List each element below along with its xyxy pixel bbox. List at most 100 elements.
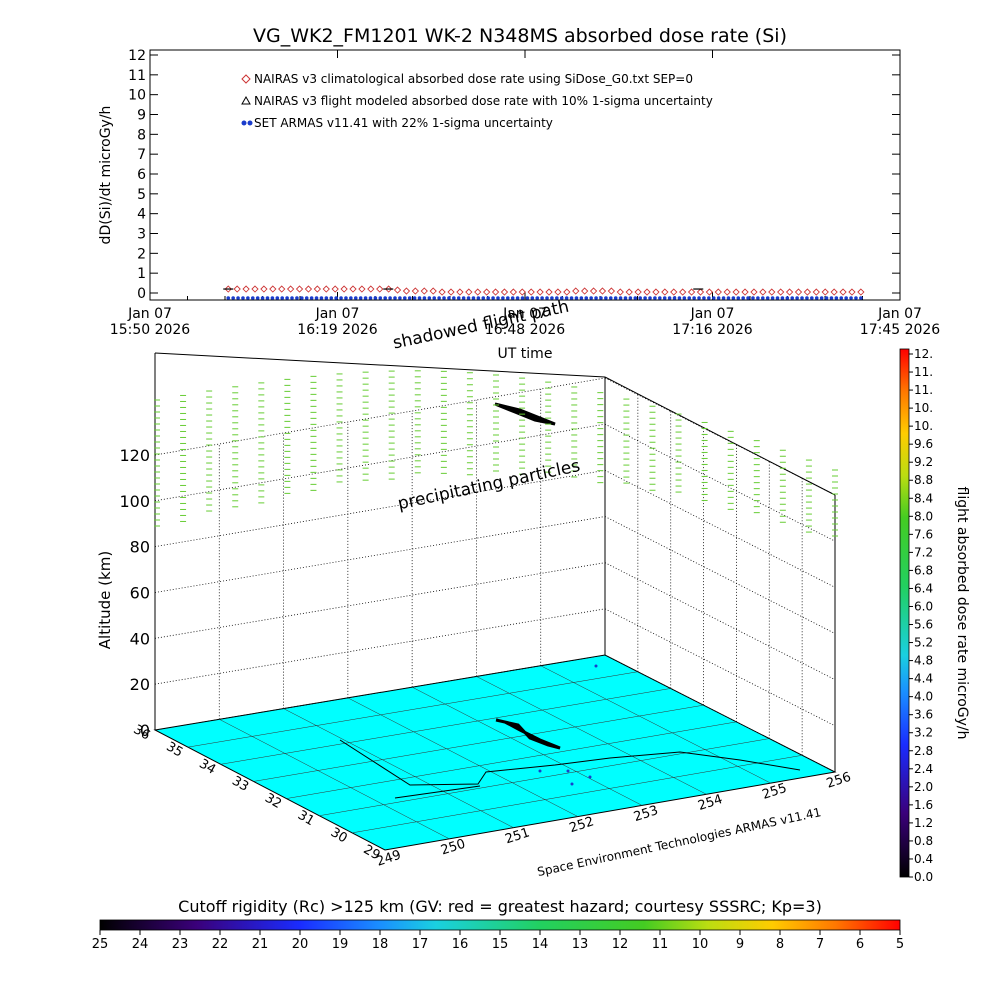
bottom-colorbar-tick-label: 5 bbox=[896, 937, 904, 952]
bottom-colorbar-tick-label: 8 bbox=[776, 937, 784, 952]
z-gridline bbox=[154, 423, 606, 502]
armas-point bbox=[613, 296, 618, 300]
armas-point bbox=[373, 296, 378, 300]
armas-point bbox=[432, 296, 437, 300]
y-tick-label: 9 bbox=[137, 108, 146, 124]
nairas-climatological-point bbox=[848, 288, 856, 296]
axis-edge bbox=[154, 352, 606, 378]
armas-point bbox=[476, 296, 481, 300]
nairas-climatological-point bbox=[812, 288, 820, 296]
armas-point bbox=[770, 296, 775, 300]
nairas-climatological-point bbox=[598, 287, 607, 295]
nairas-climatological-point bbox=[322, 285, 330, 293]
top-plot-frame bbox=[149, 49, 901, 301]
ground-boundary bbox=[339, 739, 801, 786]
armas-point bbox=[834, 296, 839, 300]
z-tick-label: 80 bbox=[130, 538, 150, 557]
ground-marker bbox=[588, 775, 592, 779]
armas-point bbox=[594, 296, 598, 300]
armas-point bbox=[819, 296, 824, 300]
right-colorbar-tick-label: 3.6 bbox=[914, 708, 933, 722]
right-colorbar-tick-label: 11. bbox=[914, 365, 933, 379]
nairas-climatological-point bbox=[313, 285, 321, 293]
armas-point bbox=[525, 296, 530, 300]
right-colorbar-tick-label: 8.0 bbox=[914, 509, 933, 523]
y-tick-label: 7 bbox=[137, 147, 146, 163]
y-tick-label: 11 bbox=[128, 68, 146, 84]
right-colorbar-tick-label: 3.2 bbox=[914, 726, 933, 740]
armas-point bbox=[859, 296, 863, 300]
right-colorbar-tick-label: 9.6 bbox=[914, 437, 933, 451]
armas-point bbox=[349, 296, 353, 300]
nairas-climatological-point bbox=[483, 288, 491, 296]
armas-point bbox=[805, 296, 809, 300]
armas-point bbox=[618, 296, 623, 300]
armas-point bbox=[265, 296, 270, 300]
x-tick-date: Jan 07 bbox=[502, 306, 547, 322]
armas-point bbox=[246, 296, 250, 300]
armas-point bbox=[334, 296, 338, 300]
bottom-colorbar-tick-label: 18 bbox=[372, 937, 389, 952]
armas-point bbox=[667, 296, 672, 300]
bottom-colorbar-ticks: 25 24 23 22 21 20 19 18 17 16 15 14 13 12 11 10 9 8 7 6 5 bbox=[92, 930, 904, 952]
z-gridline bbox=[154, 608, 606, 685]
armas-point bbox=[604, 296, 608, 300]
armas-point bbox=[775, 296, 780, 300]
bottom-colorbar-tick-label: 13 bbox=[572, 937, 589, 952]
armas-point bbox=[398, 296, 402, 300]
armas-point bbox=[721, 296, 726, 300]
right-colorbar-tick-label: 4.4 bbox=[914, 672, 933, 686]
nairas-climatological-point bbox=[785, 288, 794, 296]
armas-point bbox=[741, 296, 745, 300]
floor-gridline bbox=[412, 686, 643, 806]
x-tick-time: 17:45 2026 bbox=[860, 322, 941, 338]
nairas-climatological-point bbox=[839, 288, 847, 296]
armas-point bbox=[447, 296, 451, 300]
bottom-colorbar-tick-label: 11 bbox=[652, 937, 669, 952]
nairas-climatological-point bbox=[545, 288, 553, 296]
nairas-climatological-point bbox=[278, 285, 286, 293]
y-tick-label: 4 bbox=[137, 207, 146, 223]
armas-point bbox=[471, 296, 476, 300]
nairas-climatological-point bbox=[331, 285, 339, 293]
nairas-climatological-point bbox=[643, 288, 651, 296]
floor-gridline bbox=[347, 697, 578, 817]
armas-point bbox=[545, 296, 549, 300]
floor-gridline bbox=[319, 738, 770, 816]
armas-point bbox=[461, 296, 466, 300]
nairas-climatological-point bbox=[857, 288, 865, 296]
armas-point bbox=[800, 296, 804, 300]
armas-point bbox=[535, 296, 540, 300]
z-tick-label: 100 bbox=[119, 492, 150, 511]
armas-point bbox=[677, 296, 682, 300]
armas-point bbox=[466, 296, 471, 300]
top-y-axis-label: dD(Si)/dt microGy/h bbox=[98, 106, 114, 245]
floor-gridline bbox=[286, 721, 737, 799]
armas-point bbox=[643, 296, 647, 300]
armas-point bbox=[662, 296, 667, 300]
nairas-climatological-point bbox=[224, 285, 232, 293]
armas-point bbox=[795, 296, 799, 300]
armas-point bbox=[765, 296, 770, 300]
z-gridline bbox=[604, 469, 836, 588]
right-colorbar-ticks: 0.0 0.4 0.8 1.2 1.6 2.0 2.4 2.8 3.2 3.6 4.0 4.4 4.8 5… bbox=[909, 347, 933, 884]
armas-point bbox=[579, 296, 584, 300]
bottom-colorbar: Cutoff rigidity (Rc) >125 km (GV: red = … bbox=[92, 897, 904, 952]
armas-point bbox=[300, 296, 304, 300]
z-gridline bbox=[154, 469, 606, 548]
armas-point bbox=[241, 296, 245, 300]
nairas-climatological-point bbox=[777, 288, 785, 296]
lon-tick-label: 255 bbox=[761, 781, 789, 803]
nairas-climatological-point bbox=[696, 288, 705, 296]
right-colorbar-tick-label: 4.8 bbox=[914, 654, 933, 668]
armas-point bbox=[756, 296, 760, 300]
nairas-climatological-point bbox=[465, 288, 473, 296]
armas-point bbox=[628, 296, 633, 300]
right-colorbar-tick-label: 6.0 bbox=[914, 599, 933, 613]
floor-gridline bbox=[476, 676, 707, 795]
nairas-climatological-point bbox=[393, 286, 402, 294]
armas-point bbox=[648, 296, 652, 300]
nairas-climatological-point bbox=[687, 288, 696, 296]
x-tick-date: Jan 07 bbox=[127, 306, 172, 322]
